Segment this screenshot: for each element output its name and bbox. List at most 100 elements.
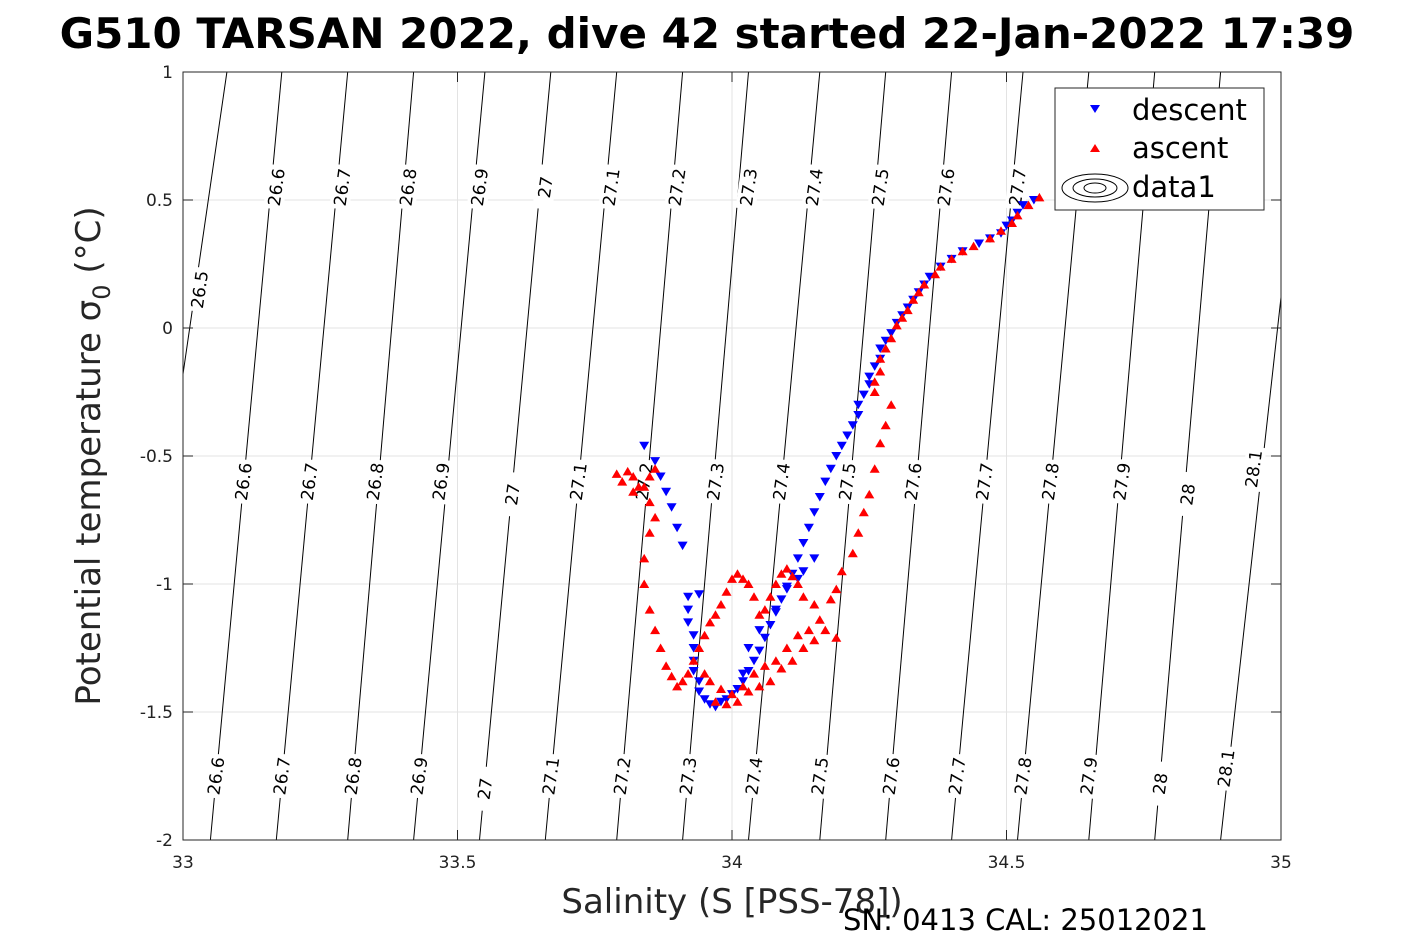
density-contour-label-bg bbox=[329, 164, 356, 211]
descent-point bbox=[655, 472, 666, 481]
legend-ascent-marker bbox=[1090, 144, 1100, 152]
ascent-point bbox=[721, 587, 732, 596]
ascent-point bbox=[765, 676, 776, 686]
ascent-point bbox=[650, 464, 661, 473]
x-tick-label: 35 bbox=[1270, 853, 1292, 873]
ascent-point bbox=[880, 344, 891, 353]
density-contour-label: 27.4 bbox=[741, 752, 768, 800]
descent-point bbox=[792, 554, 803, 563]
descent-point bbox=[836, 441, 847, 451]
density-contour-label-bg bbox=[1174, 471, 1201, 518]
density-contour-label: 27.9 bbox=[1108, 458, 1135, 505]
density-contour-label-bg bbox=[1004, 164, 1031, 211]
descent-point bbox=[831, 452, 842, 461]
ascent-point bbox=[781, 564, 792, 573]
density-contour-label: 26.9 bbox=[428, 458, 455, 505]
descent-point bbox=[765, 621, 776, 630]
density-contour-label-bg bbox=[1108, 458, 1135, 505]
descent-point bbox=[694, 590, 705, 599]
density-contour-line bbox=[182, 71, 228, 375]
ascent-point bbox=[716, 684, 726, 693]
ascent-point bbox=[732, 697, 743, 706]
descent-point bbox=[683, 618, 694, 627]
ascent-point bbox=[930, 269, 941, 279]
descent-point bbox=[825, 464, 836, 474]
density-contour-label-bg bbox=[466, 164, 493, 211]
descent-point bbox=[743, 667, 754, 676]
y-tick-label: -1.5 bbox=[140, 703, 173, 723]
density-contour-label-bg bbox=[296, 458, 323, 505]
ascent-point bbox=[919, 280, 930, 289]
ascent-point bbox=[886, 400, 897, 409]
density-contour-label: 26.6 bbox=[230, 458, 257, 505]
legend-descent-label: descent bbox=[1132, 93, 1247, 127]
ascent-point bbox=[639, 553, 650, 563]
ascent-point bbox=[820, 625, 831, 635]
ascent-point bbox=[661, 661, 672, 670]
descent-point bbox=[754, 626, 765, 635]
ascent-point bbox=[946, 254, 957, 263]
y-tick-label: 0 bbox=[162, 319, 173, 339]
density-contour-label-bg bbox=[631, 458, 658, 505]
descent-point bbox=[770, 605, 781, 615]
ascent-point bbox=[628, 487, 639, 496]
ascent-point bbox=[644, 497, 655, 507]
descent-point bbox=[672, 523, 683, 533]
ascent-point bbox=[749, 592, 759, 601]
density-contour-label-bg bbox=[598, 164, 625, 211]
ascent-point bbox=[985, 233, 995, 243]
descent-point bbox=[798, 539, 809, 548]
ascent-point bbox=[628, 472, 639, 481]
ascent-point bbox=[968, 241, 979, 251]
ascent-point bbox=[754, 610, 765, 619]
descent-point bbox=[886, 329, 897, 338]
ascent-point bbox=[743, 579, 754, 588]
descent-point bbox=[661, 487, 672, 497]
descent-point bbox=[853, 411, 864, 420]
descent-point bbox=[858, 390, 869, 400]
density-contour-label: 27 bbox=[471, 765, 498, 812]
ascent-point bbox=[683, 669, 694, 678]
density-contour-label: 27.5 bbox=[806, 752, 833, 800]
legend: descent ascent data1 bbox=[1054, 87, 1265, 211]
descent-point bbox=[694, 677, 705, 686]
ascent-point bbox=[716, 600, 726, 609]
descent-point bbox=[738, 677, 748, 686]
density-contour-label: 26.8 bbox=[362, 458, 389, 505]
ascent-point bbox=[935, 262, 946, 271]
descent-point bbox=[738, 669, 748, 679]
x-axis-label: Salinity (S [PSS-78]) bbox=[561, 882, 902, 922]
ascent-point bbox=[738, 574, 748, 583]
density-contour-label: 26.8 bbox=[340, 752, 367, 800]
descent-point bbox=[688, 631, 699, 640]
descent-point bbox=[688, 644, 699, 653]
y-axis-ticks: -2 -1.5 -1 -0.5 0 0.5 1 bbox=[140, 63, 1281, 851]
ascent-point bbox=[765, 592, 776, 601]
ascent-point bbox=[847, 548, 858, 558]
ascent-point bbox=[875, 354, 886, 363]
descent-point bbox=[749, 656, 759, 666]
ascent-point bbox=[754, 681, 765, 691]
ascent-point bbox=[908, 295, 919, 304]
density-contour-label-bg bbox=[268, 752, 295, 800]
density-contour-label-bg bbox=[471, 765, 498, 812]
ascent-point bbox=[798, 592, 809, 601]
descent-point bbox=[842, 431, 853, 440]
ascent-point bbox=[798, 643, 809, 652]
ascent-point bbox=[825, 594, 836, 604]
density-contour-label-bg bbox=[867, 164, 894, 211]
density-contour-label-bg bbox=[735, 164, 762, 211]
density-contour-label-bg bbox=[1037, 458, 1064, 505]
density-contour-label-bg bbox=[428, 458, 454, 505]
ascent-point bbox=[705, 676, 715, 686]
density-contour-label-bg bbox=[834, 458, 861, 505]
ascent-point bbox=[809, 635, 820, 645]
density-contour-label-bg bbox=[806, 752, 833, 800]
density-contour-label: 27 bbox=[532, 164, 559, 211]
ascent-point bbox=[875, 438, 886, 448]
density-contour-label-bg bbox=[532, 164, 559, 211]
ascent-point bbox=[902, 305, 913, 315]
ascent-point bbox=[831, 633, 842, 642]
density-contour-label-bg bbox=[537, 752, 564, 800]
